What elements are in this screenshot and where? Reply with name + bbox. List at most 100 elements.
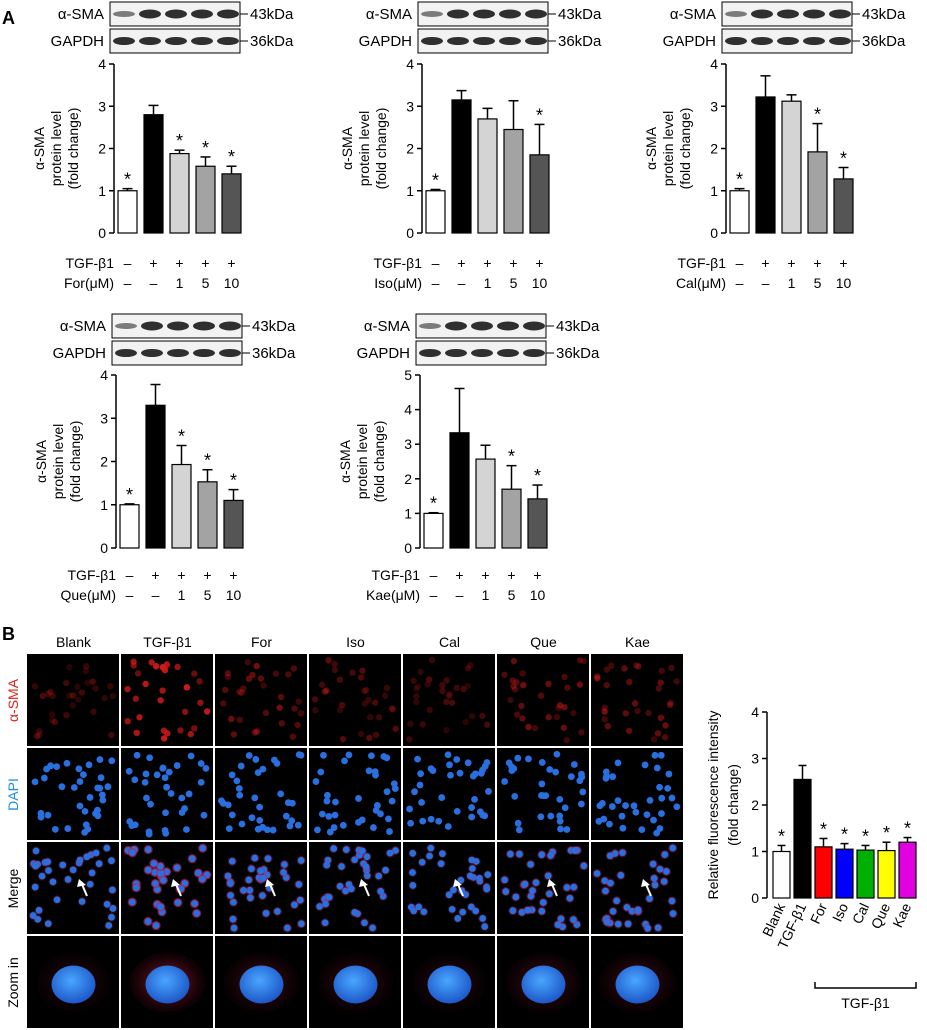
- merge-nucleus: [151, 880, 159, 887]
- nucleus: [239, 965, 284, 1004]
- blot-band: [525, 37, 547, 45]
- sma-signal: [510, 683, 517, 690]
- blot-band: [141, 349, 163, 357]
- merge-nucleus: [160, 876, 167, 884]
- dapi-nucleus: [377, 810, 384, 818]
- dapi-nucleus: [438, 794, 446, 801]
- merge-nucleus: [437, 860, 445, 868]
- dapi-nucleus: [200, 811, 208, 819]
- blot-loading-label: GAPDH: [357, 345, 410, 362]
- sma-signal: [69, 692, 77, 699]
- dapi-nucleus: [411, 788, 418, 796]
- treatment-tgf-value: +: [201, 255, 209, 271]
- merge-nucleus: [229, 915, 237, 923]
- sma-signal: [578, 729, 585, 736]
- y-tick-label: 0: [406, 225, 414, 241]
- treatment-dose-label: Cal(μM): [676, 275, 726, 291]
- sma-signal: [467, 662, 474, 669]
- treatment-tgf-value: +: [535, 255, 543, 271]
- treatment-tgf-value: +: [149, 255, 157, 271]
- column-header: Cal: [439, 634, 460, 650]
- merge-nucleus: [506, 850, 514, 858]
- merge-nucleus: [282, 874, 290, 881]
- treatment-dose-value: 1: [482, 587, 490, 603]
- treatment-tgf-label: TGF-β1: [66, 255, 115, 271]
- merge-nucleus: [69, 866, 77, 874]
- dapi-nucleus: [380, 753, 388, 760]
- y-axis-label: α-SMA protein level (fold change): [643, 108, 693, 190]
- blot-band: [447, 9, 469, 19]
- dapi-nucleus: [141, 778, 149, 786]
- blot-kda-label: 36kDa: [862, 33, 906, 50]
- merge-nucleus: [262, 909, 270, 917]
- bar-1: [729, 190, 750, 234]
- merge-nucleus: [76, 856, 84, 864]
- dapi-nucleus: [131, 821, 139, 829]
- dapi-nucleus: [556, 795, 564, 803]
- sma-signal: [361, 700, 368, 707]
- sma-signal: [375, 714, 383, 721]
- category-label: Iso: [829, 900, 851, 924]
- merge-nucleus: [527, 860, 534, 868]
- sma-signal: [83, 663, 90, 670]
- blot-band: [419, 349, 441, 357]
- treatment-dose-value: –: [430, 587, 438, 603]
- merge-nucleus: [44, 920, 52, 927]
- y-tick-label: 2: [404, 471, 412, 487]
- blot-band: [523, 349, 545, 357]
- sma-signal: [220, 700, 227, 707]
- treatment-dose-value: –: [736, 275, 744, 291]
- sma-signal: [446, 690, 453, 698]
- treatment-tgf-value: +: [177, 567, 185, 583]
- sma-signal: [47, 688, 54, 696]
- merge-nucleus: [476, 874, 483, 882]
- treatment-dose-value: 1: [176, 275, 184, 291]
- merge-nucleus: [539, 899, 547, 906]
- dapi-nucleus: [163, 783, 170, 791]
- dapi-nucleus: [318, 810, 326, 818]
- dapi-nucleus: [288, 799, 296, 807]
- significance-star: *: [841, 825, 848, 845]
- blot-band: [751, 9, 773, 19]
- y-axis-label-line: protein level: [660, 111, 676, 187]
- blot-band: [141, 321, 163, 331]
- merge-nucleus: [518, 908, 526, 916]
- micrograph: [403, 842, 495, 934]
- sma-signal: [372, 731, 380, 739]
- treatment-tgf-value: +: [787, 255, 795, 271]
- sma-signal: [635, 663, 642, 670]
- bar-3: [169, 152, 190, 234]
- sma-signal: [78, 689, 86, 696]
- dapi-nucleus: [525, 755, 532, 763]
- sma-signal: [66, 692, 73, 699]
- blot-band: [217, 9, 239, 19]
- merge-nucleus: [521, 880, 529, 888]
- sma-signal: [560, 724, 567, 731]
- column-header: For: [251, 634, 272, 650]
- treatment-dose-label: For(μM): [64, 275, 114, 291]
- sma-signal: [69, 702, 76, 709]
- merge-nucleus: [547, 852, 555, 860]
- merge-nucleus: [198, 875, 206, 883]
- y-axis-label-line: α-SMA: [339, 126, 355, 170]
- merge-nucleus: [651, 881, 659, 889]
- category-label: For: [807, 900, 831, 926]
- merge-nucleus: [660, 878, 668, 885]
- sma-signal: [48, 716, 56, 724]
- dapi-nucleus: [485, 788, 492, 795]
- merge-nucleus: [230, 924, 238, 932]
- micrograph: [27, 748, 119, 840]
- blot-kda-label: 36kDa: [252, 345, 296, 362]
- dapi-nucleus: [602, 774, 610, 782]
- sma-signal: [152, 663, 160, 670]
- dapi-nucleus: [161, 774, 169, 782]
- row-label: DAPI: [5, 778, 21, 811]
- dapi-nucleus: [418, 799, 425, 806]
- treatment-dose-value: 10: [226, 587, 242, 603]
- treatment-dose-value: 5: [202, 275, 210, 291]
- y-axis-label-line: α-SMA: [31, 126, 47, 170]
- dapi-nucleus: [406, 805, 413, 813]
- dapi-nucleus: [58, 783, 66, 791]
